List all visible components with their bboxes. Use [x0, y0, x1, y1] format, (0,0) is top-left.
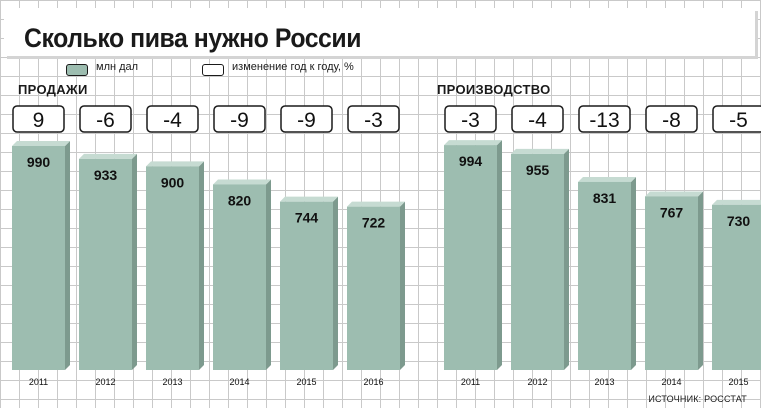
sales-change-box: [347, 105, 400, 133]
production-change-label: -3: [461, 109, 480, 132]
sales-value-label: 722: [362, 215, 386, 231]
production-section-label: ПРОИЗВОДСТВО: [437, 82, 551, 97]
production-change-label: -5: [729, 109, 748, 132]
production-bar-top: [511, 148, 569, 154]
production-bar: [444, 145, 497, 370]
production-change-box: [645, 105, 698, 133]
sales-bar-side: [132, 153, 137, 370]
sales-change-label: 9: [33, 109, 45, 132]
production-value-label: 730: [727, 213, 751, 229]
production-value-label: 994: [459, 153, 483, 169]
sales-value-label: 820: [228, 192, 252, 208]
production-change-label: -8: [662, 109, 681, 132]
legend-change-swatch: [202, 64, 224, 76]
sales-year-label: 2014: [229, 377, 249, 387]
sales-bar-top: [280, 196, 338, 202]
sales-bar-side: [333, 196, 338, 370]
production-year-label: 2015: [728, 377, 748, 387]
sales-year-label: 2012: [95, 377, 115, 387]
sales-value-label: 744: [295, 210, 319, 226]
sales-change-box: [12, 105, 65, 133]
sales-year-label: 2016: [363, 377, 383, 387]
sales-bar: [146, 166, 199, 370]
sales-bar: [12, 146, 65, 370]
sales-change-label: -6: [96, 109, 115, 132]
sales-change-label: -9: [297, 109, 316, 132]
production-change-label: -13: [589, 109, 619, 132]
production-bar-side: [631, 176, 636, 370]
sales-value-label: 990: [27, 154, 51, 170]
legend-bar-swatch: [66, 64, 88, 76]
production-change-label: -4: [528, 109, 547, 132]
production-bar: [645, 196, 698, 370]
production-bar-top: [578, 176, 636, 182]
production-year-label: 2011: [461, 377, 480, 387]
sales-bar-side: [400, 201, 405, 370]
sales-bar: [213, 184, 266, 370]
sales-bar-side: [266, 179, 271, 370]
sales-bar-side: [65, 141, 70, 370]
production-year-label: 2012: [527, 377, 547, 387]
production-value-label: 831: [593, 190, 617, 206]
source-note: ИСТОЧНИК: РОССТАТ: [648, 394, 747, 404]
sales-change-box: [280, 105, 333, 133]
production-value-label: 767: [660, 204, 684, 220]
chart-title: Сколько пива нужно России: [24, 23, 362, 53]
production-bar-top: [645, 191, 703, 197]
sales-bar-top: [347, 201, 405, 207]
production-bar: [511, 153, 564, 370]
production-change-box: [712, 105, 761, 133]
sales-change-box: [213, 105, 266, 133]
sales-bar-top: [146, 161, 204, 167]
production-bar-side: [698, 191, 703, 370]
sales-value-label: 933: [94, 167, 118, 183]
sales-bar: [79, 158, 132, 370]
sales-value-label: 900: [161, 174, 185, 190]
production-year-label: 2014: [661, 377, 681, 387]
production-bar-top: [712, 199, 761, 205]
sales-section-label: ПРОДАЖИ: [18, 82, 88, 97]
sales-change-box: [146, 105, 199, 133]
sales-year-label: 2015: [296, 377, 316, 387]
sales-bar-top: [12, 141, 70, 146]
production-change-box: [444, 105, 497, 133]
production-bar-side: [564, 148, 569, 370]
sales-bar-top: [213, 179, 271, 185]
legend-bar-label: млн дал: [96, 61, 139, 73]
production-bar: [578, 181, 631, 370]
legend-change-label: изменение год к году, %: [232, 61, 354, 73]
production-bar-top: [444, 140, 502, 146]
sales-year-label: 2013: [162, 377, 182, 387]
sales-bar-top: [79, 153, 137, 159]
production-value-label: 955: [526, 162, 550, 178]
production-year-label: 2013: [594, 377, 614, 387]
sales-bar: [347, 206, 400, 370]
sales-change-label: -4: [163, 109, 182, 132]
sales-change-label: -9: [230, 109, 249, 132]
production-change-box: [578, 105, 631, 133]
production-bar: [712, 204, 761, 370]
sales-year-label: 2011: [29, 377, 48, 387]
production-bar-side: [497, 140, 502, 370]
sales-change-box: [79, 105, 132, 133]
production-change-box: [511, 105, 564, 133]
title-box: Сколько пива нужно России: [4, 8, 755, 56]
sales-bar-side: [199, 161, 204, 370]
sales-bar: [280, 201, 333, 370]
sales-change-label: -3: [364, 109, 383, 132]
